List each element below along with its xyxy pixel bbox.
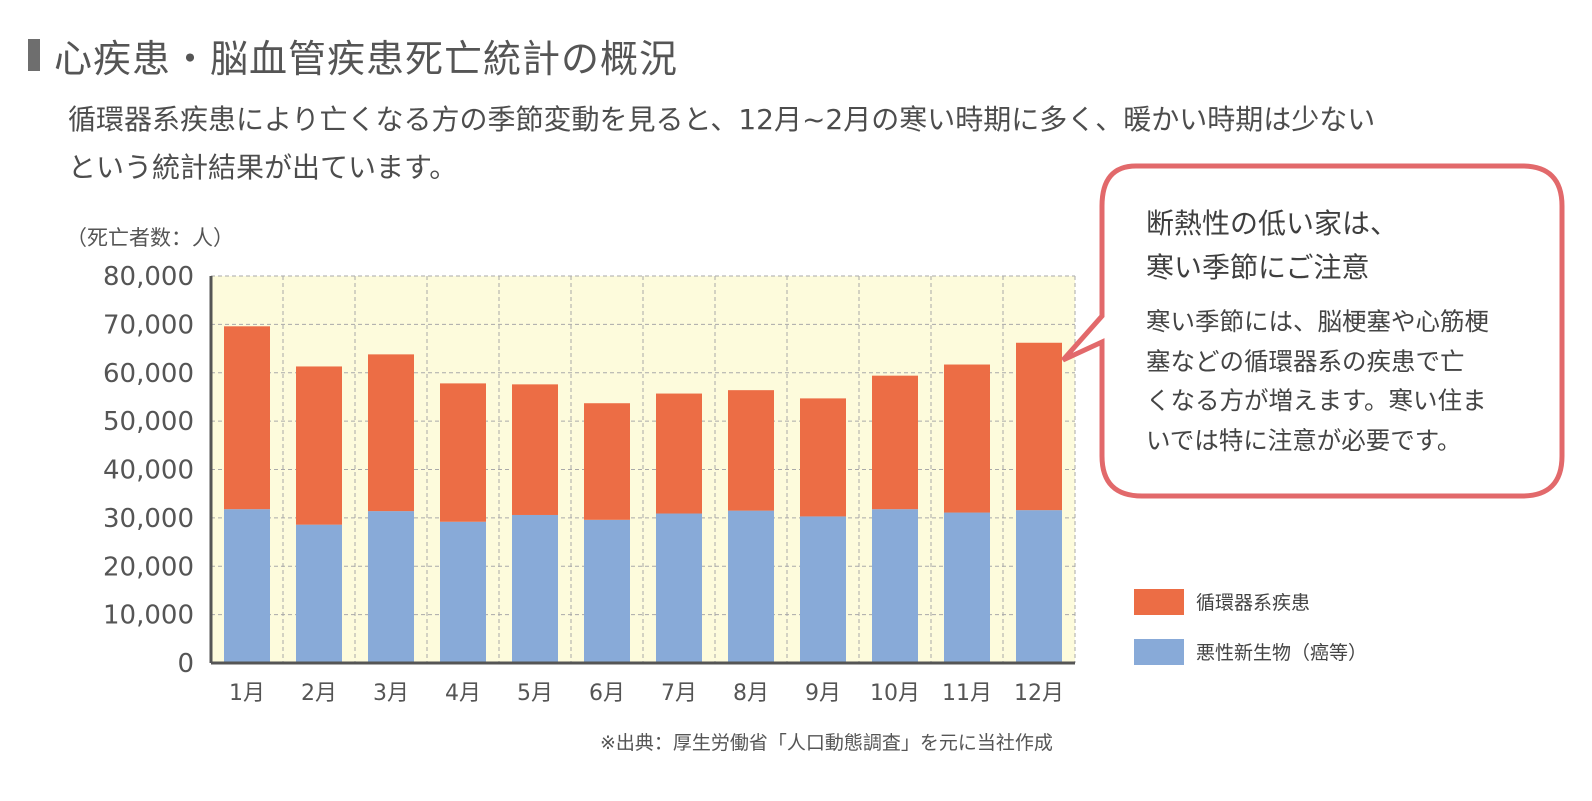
bar-cancer [224,509,270,663]
y-tick-label: 80,000 [103,262,194,292]
bar-cancer [728,510,774,663]
y-tick-label: 50,000 [103,407,194,437]
x-tick-label: 10月 [870,681,920,706]
y-tick-label: 20,000 [103,552,194,582]
bar-circulatory [368,354,414,512]
x-tick-label: 1月 [229,681,265,706]
x-tick-label: 5月 [517,681,553,706]
y-tick-label: 40,000 [103,456,194,486]
bar-cancer [440,521,486,663]
legend-label-cancer: 悪性新生物（癌等） [1196,642,1368,664]
legend-swatch-cancer [1134,638,1184,665]
bar-circulatory [1016,342,1062,511]
bar-circulatory [512,384,558,515]
y-tick-label: 0 [177,649,194,679]
bar-cancer [512,514,558,663]
bar-circulatory [440,383,486,522]
callout-title-line: 断熱性の低い家は、 [1146,207,1399,240]
callout-body-line: くなる方が増えます。寒い住ま [1146,386,1487,415]
bar-circulatory [584,403,630,520]
x-tick-label: 4月 [445,681,481,706]
y-axis-unit-label: （死亡者数：人） [66,226,234,250]
title-marker [28,39,40,71]
x-tick-label: 2月 [301,681,337,706]
callout-body-line: 塞などの循環器系の疾患で亡 [1146,346,1465,376]
callout-body-line: いでは特に注意が必要です。 [1146,425,1462,455]
intro-line: という統計結果が出ています。 [68,151,458,184]
plot-area: 0 10,000 20,000 30,000 40,000 50,000 60,000 70,… [103,262,1076,706]
bar-cancer [656,513,702,663]
intro-text: 循環器系疾患により亡くなる方の季節変動を見ると、12月~2月の寒い時期に多く、暖… [68,96,1508,192]
x-tick-label: 12月 [1014,681,1064,706]
callout-bubble [1061,163,1565,499]
bar-cancer [1016,510,1062,663]
bar-cancer [872,509,918,663]
callout-body: 寒い季節には、脳梗塞や心筋梗 塞などの循環器系の疾患で亡 くなる方が増えます。寒… [1146,302,1489,460]
bar-circulatory [872,375,918,510]
page-title-text: 心疾患・脳血管疾患死亡統計の概況 [54,36,679,81]
bar-circulatory [224,326,270,510]
callout-title: 断熱性の低い家は、 寒い季節にご注意 [1146,202,1398,290]
y-tick-label: 70,000 [103,310,194,340]
x-tick-label: 3月 [373,681,409,706]
bar-cancer [944,512,990,663]
legend-item-cancer: 悪性新生物（癌等） [1134,638,1367,665]
bar-circulatory [944,364,990,513]
bar-circulatory [728,390,774,511]
callout-title-line: 寒い季節にご注意 [1146,251,1370,284]
bar-circulatory [296,366,342,525]
legend-swatch-circulatory [1134,588,1184,615]
bar-circulatory [656,393,702,514]
bar-cancer [584,519,630,663]
y-tick-label: 30,000 [103,504,194,534]
intro-line: 循環器系疾患により亡くなる方の季節変動を見ると、12月~2月の寒い時期に多く、暖… [68,103,1376,136]
x-tick-label: 7月 [661,681,697,706]
x-tick-label: 9月 [805,681,841,706]
bar-cancer [296,524,342,663]
bar-cancer [800,516,846,663]
x-tick-label: 6月 [589,681,625,706]
x-tick-label: 11月 [942,681,992,706]
legend-label-circulatory: 循環器系疾患 [1196,592,1311,614]
bar-cancer [368,511,414,663]
legend-item-circulatory: 循環器系疾患 [1134,588,1310,615]
y-tick-label: 10,000 [103,601,194,631]
page-title: 心疾患・脳血管疾患死亡統計の概況 [28,32,678,81]
y-tick-label: 60,000 [103,359,194,389]
source-note: ※出典：厚生労働省「人口動態調査」を元に当社作成 [600,732,1053,754]
x-tick-label: 8月 [733,681,769,706]
bar-circulatory [800,398,846,517]
callout-body-line: 寒い季節には、脳梗塞や心筋梗 [1146,307,1489,336]
